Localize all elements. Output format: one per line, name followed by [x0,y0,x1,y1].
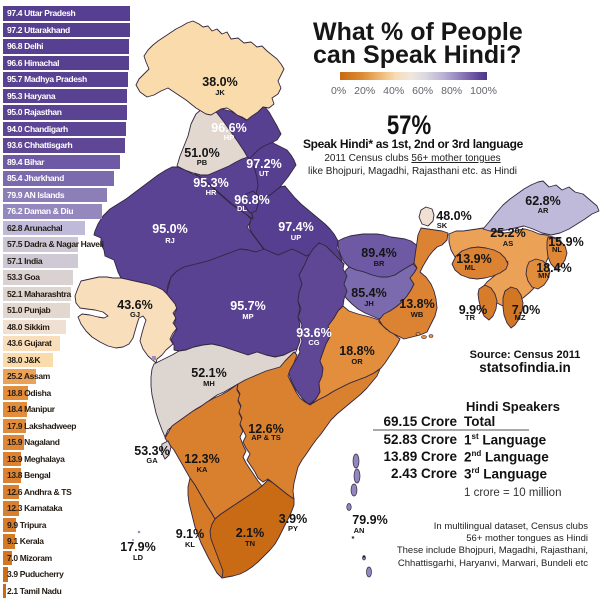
svg-text:95.7%: 95.7% [230,299,265,313]
svg-text:SK: SK [437,221,448,230]
svg-text:AP & TS: AP & TS [251,433,280,442]
svg-text:JK: JK [215,88,225,97]
svg-text:AR: AR [538,206,549,215]
svg-text:MH: MH [203,379,215,388]
svg-text:DL: DL [237,204,247,213]
svg-text:79.9%: 79.9% [352,513,387,527]
svg-text:AN: AN [354,526,365,535]
svg-text:NL: NL [552,245,562,254]
svg-text:AS: AS [503,239,513,248]
svg-text:89.4%: 89.4% [361,246,396,260]
svg-text:GJ: GJ [130,310,140,319]
svg-text:48.0%: 48.0% [436,209,471,223]
svg-text:3.9%: 3.9% [279,512,308,526]
svg-text:CG: CG [308,338,319,347]
svg-text:97.2%: 97.2% [246,157,281,171]
svg-text:TR: TR [465,313,476,322]
svg-text:51.0%: 51.0% [184,146,219,160]
svg-text:85.4%: 85.4% [351,286,386,300]
svg-text:WB: WB [411,310,424,319]
svg-text:43.6%: 43.6% [117,298,152,312]
svg-text:13.9%: 13.9% [456,252,491,266]
svg-text:PB: PB [197,158,208,167]
svg-text:97.4%: 97.4% [278,220,313,234]
svg-text:12.6%: 12.6% [248,422,283,436]
svg-text:KL: KL [185,540,195,549]
svg-text:KA: KA [197,465,208,474]
svg-text:53.3%: 53.3% [134,444,169,458]
svg-text:MP: MP [242,312,253,321]
svg-text:9.1%: 9.1% [176,527,205,541]
svg-text:*: * [352,534,355,543]
svg-text:96.8%: 96.8% [234,193,269,207]
svg-text:15.9%: 15.9% [548,235,583,249]
svg-text:9.9%: 9.9% [459,303,488,317]
svg-text:JH: JH [364,299,374,308]
svg-text:MN: MN [538,271,550,280]
svg-text:12.3%: 12.3% [184,452,219,466]
svg-text:95.0%: 95.0% [152,222,187,236]
svg-text:LD: LD [133,553,144,562]
svg-text:25.2%: 25.2% [490,226,525,240]
svg-text:62.8%: 62.8% [525,194,560,208]
svg-text:52.1%: 52.1% [191,366,226,380]
svg-text:ML: ML [465,263,476,272]
svg-text:UP: UP [291,233,301,242]
svg-text:38.0%: 38.0% [202,75,237,89]
svg-text:18.4%: 18.4% [536,261,571,275]
svg-text:GA: GA [146,456,158,465]
svg-text:*: * [363,553,366,562]
svg-text:96.6%: 96.6% [211,121,246,135]
svg-text:OR: OR [351,357,363,366]
svg-text:18.8%: 18.8% [339,344,374,358]
svg-text:TN: TN [245,539,255,548]
svg-text:2.1%: 2.1% [236,526,265,540]
svg-text:PY: PY [288,524,298,533]
svg-text:RJ: RJ [165,236,175,245]
svg-text:7.0%: 7.0% [512,303,541,317]
svg-text:17.9%: 17.9% [120,540,155,554]
svg-text:95.3%: 95.3% [193,176,228,190]
svg-text:13.8%: 13.8% [399,297,434,311]
svg-text:UT: UT [259,169,269,178]
svg-text:93.6%: 93.6% [296,326,331,340]
svg-text:HP: HP [224,133,234,142]
svg-text:BR: BR [374,259,385,268]
svg-text:HR: HR [206,188,217,197]
svg-text:MZ: MZ [515,313,526,322]
